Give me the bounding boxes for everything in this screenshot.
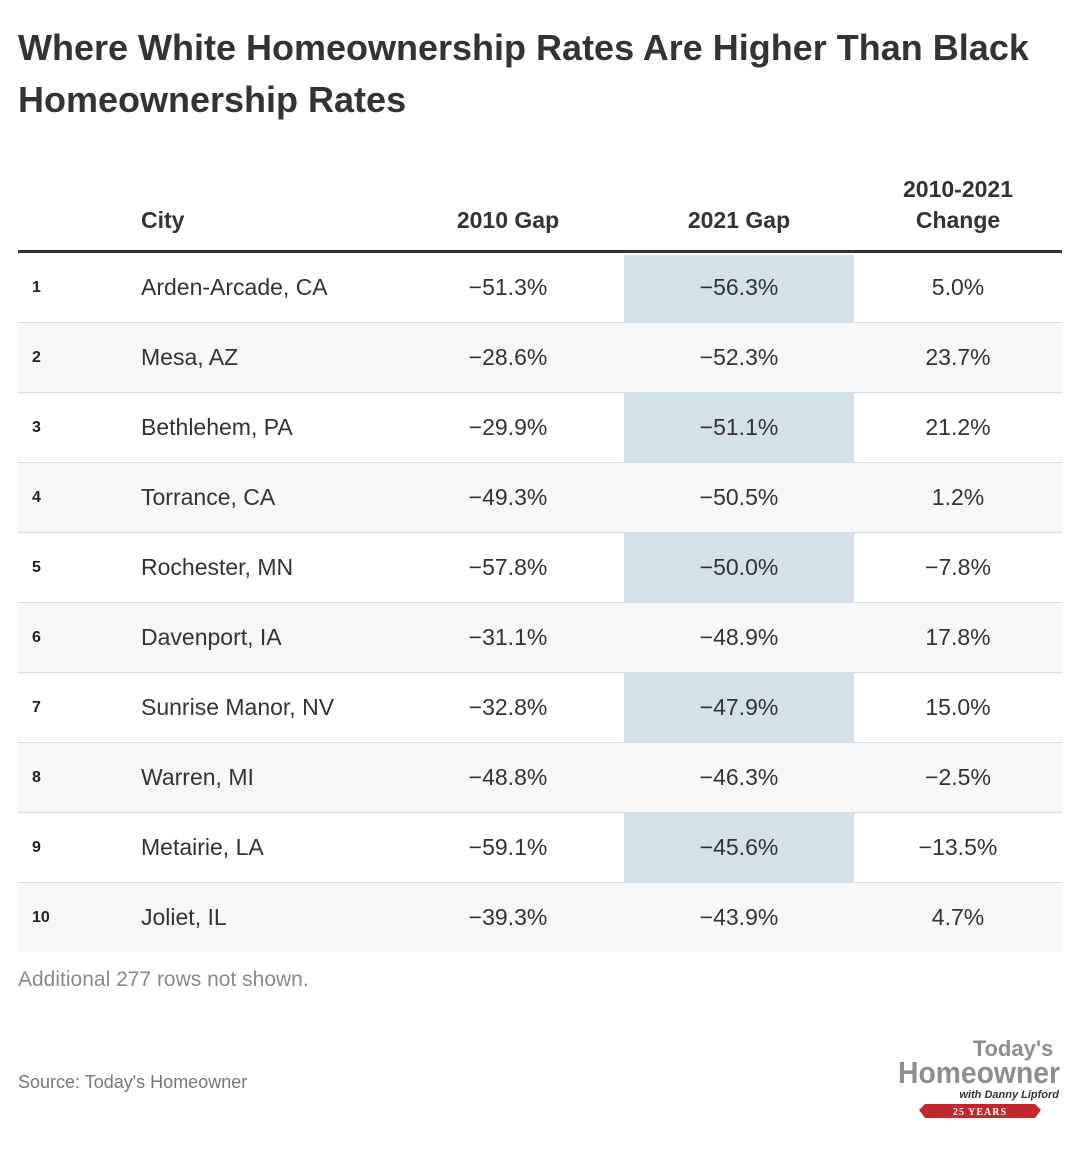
change-cell: 23.7% <box>925 344 991 370</box>
table-row: 5 Rochester, MN −57.8% −50.0% −7.8% <box>18 533 1062 603</box>
header-2010-gap: 2010 Gap <box>456 207 560 233</box>
city-cell: Bethlehem, PA <box>141 414 293 440</box>
change-cell: −2.5% <box>925 764 991 790</box>
rank-cell: 5 <box>32 559 41 576</box>
city-cell: Mesa, AZ <box>141 344 239 370</box>
todays-homeowner-logo: Today's Homeowner with Danny Lipford 25 … <box>898 1036 1060 1118</box>
table-row: 8 Warren, MI −48.8% −46.3% −2.5% <box>18 743 1062 813</box>
gap-2010-cell: −51.3% <box>468 274 548 300</box>
data-table: City 2010 Gap 2021 Gap 2010-2021 Change … <box>18 166 1062 952</box>
gap-2010-cell: −48.8% <box>468 764 548 790</box>
header-change: 2010-2021 Change <box>903 176 1013 233</box>
rank-cell: 4 <box>32 489 41 506</box>
gap-2010-cell: −57.8% <box>468 554 548 580</box>
logo-line2: Homeowner <box>898 1055 1060 1090</box>
gap-2010-cell: −49.3% <box>468 484 548 510</box>
rank-cell: 6 <box>32 629 41 646</box>
logo-line3: with Danny Lipford <box>959 1089 1059 1101</box>
city-cell: Sunrise Manor, NV <box>141 694 335 720</box>
gap-2021-cell: −56.3% <box>699 274 779 300</box>
table-row: 7 Sunrise Manor, NV −32.8% −47.9% 15.0% <box>18 673 1062 743</box>
gap-2010-cell: −59.1% <box>468 834 548 860</box>
gap-2021-cell: −43.9% <box>699 904 779 930</box>
rank-cell: 2 <box>32 349 41 366</box>
rank-cell: 3 <box>32 419 41 436</box>
rows-not-shown-note: Additional 277 rows not shown. <box>18 968 309 991</box>
gap-2021-cell: −50.5% <box>699 484 779 510</box>
change-cell: 15.0% <box>925 694 991 720</box>
city-cell: Torrance, CA <box>141 484 276 510</box>
change-cell: 17.8% <box>925 624 991 650</box>
rank-cell: 7 <box>32 699 41 716</box>
gap-2010-cell: −32.8% <box>468 694 548 720</box>
city-cell: Warren, MI <box>141 764 254 790</box>
gap-2010-cell: −39.3% <box>468 904 548 930</box>
change-cell: 1.2% <box>931 484 985 510</box>
city-cell: Rochester, MN <box>141 554 294 580</box>
gap-2021-cell: −51.1% <box>699 414 779 440</box>
city-cell: Joliet, IL <box>141 904 227 930</box>
table-row: 10 Joliet, IL −39.3% −43.9% 4.7% <box>18 883 1062 952</box>
rank-cell: 8 <box>32 769 41 786</box>
change-cell: 21.2% <box>925 414 991 440</box>
city-cell: Metairie, LA <box>141 834 264 860</box>
table-row: 2 Mesa, AZ −28.6% −52.3% 23.7% <box>18 323 1062 393</box>
city-cell: Davenport, IA <box>141 624 282 650</box>
table-row: 3 Bethlehem, PA −29.9% −51.1% 21.2% <box>18 393 1062 463</box>
gap-2010-cell: −29.9% <box>468 414 548 440</box>
chart-title: Where White Homeownership Rates Are High… <box>18 27 1029 120</box>
table-body: 1 Arden-Arcade, CA −51.3% −56.3% 5.0% 2 Mesa, … <box>18 253 1062 952</box>
change-cell: −13.5% <box>918 834 998 860</box>
table-row: 9 Metairie, LA −59.1% −45.6% −13.5% <box>18 813 1062 883</box>
change-cell: −7.8% <box>925 554 991 580</box>
gap-2021-cell: −50.0% <box>699 554 779 580</box>
gap-2010-cell: −31.1% <box>468 624 548 650</box>
gap-2021-cell: −52.3% <box>699 344 779 370</box>
table-row: 4 Torrance, CA −49.3% −50.5% 1.2% <box>18 463 1062 533</box>
gap-2021-cell: −47.9% <box>699 694 779 720</box>
table-row: 6 Davenport, IA −31.1% −48.9% 17.8% <box>18 603 1062 673</box>
city-cell: Arden-Arcade, CA <box>141 274 328 300</box>
rank-cell: 10 <box>32 909 50 926</box>
gap-2021-cell: −45.6% <box>699 834 779 860</box>
header-2021-gap: 2021 Gap <box>687 207 791 233</box>
logo-line1: Today's <box>973 1036 1054 1061</box>
logo-banner-text: 25 YEARS <box>953 1107 1007 1118</box>
source-note: Source: Today's Homeowner <box>18 1072 248 1092</box>
table-row: 1 Arden-Arcade, CA −51.3% −56.3% 5.0% <box>18 253 1062 323</box>
header-city: City <box>141 207 185 233</box>
gap-2021-cell: −48.9% <box>699 624 779 650</box>
gap-2010-cell: −28.6% <box>468 344 548 370</box>
change-cell: 4.7% <box>931 904 985 930</box>
rank-cell: 1 <box>32 279 41 296</box>
table-header: City 2010 Gap 2021 Gap 2010-2021 Change <box>18 166 1062 253</box>
gap-2021-cell: −46.3% <box>699 764 779 790</box>
rank-cell: 9 <box>32 839 41 856</box>
logo-banner <box>919 1104 1041 1118</box>
change-cell: 5.0% <box>931 274 985 300</box>
